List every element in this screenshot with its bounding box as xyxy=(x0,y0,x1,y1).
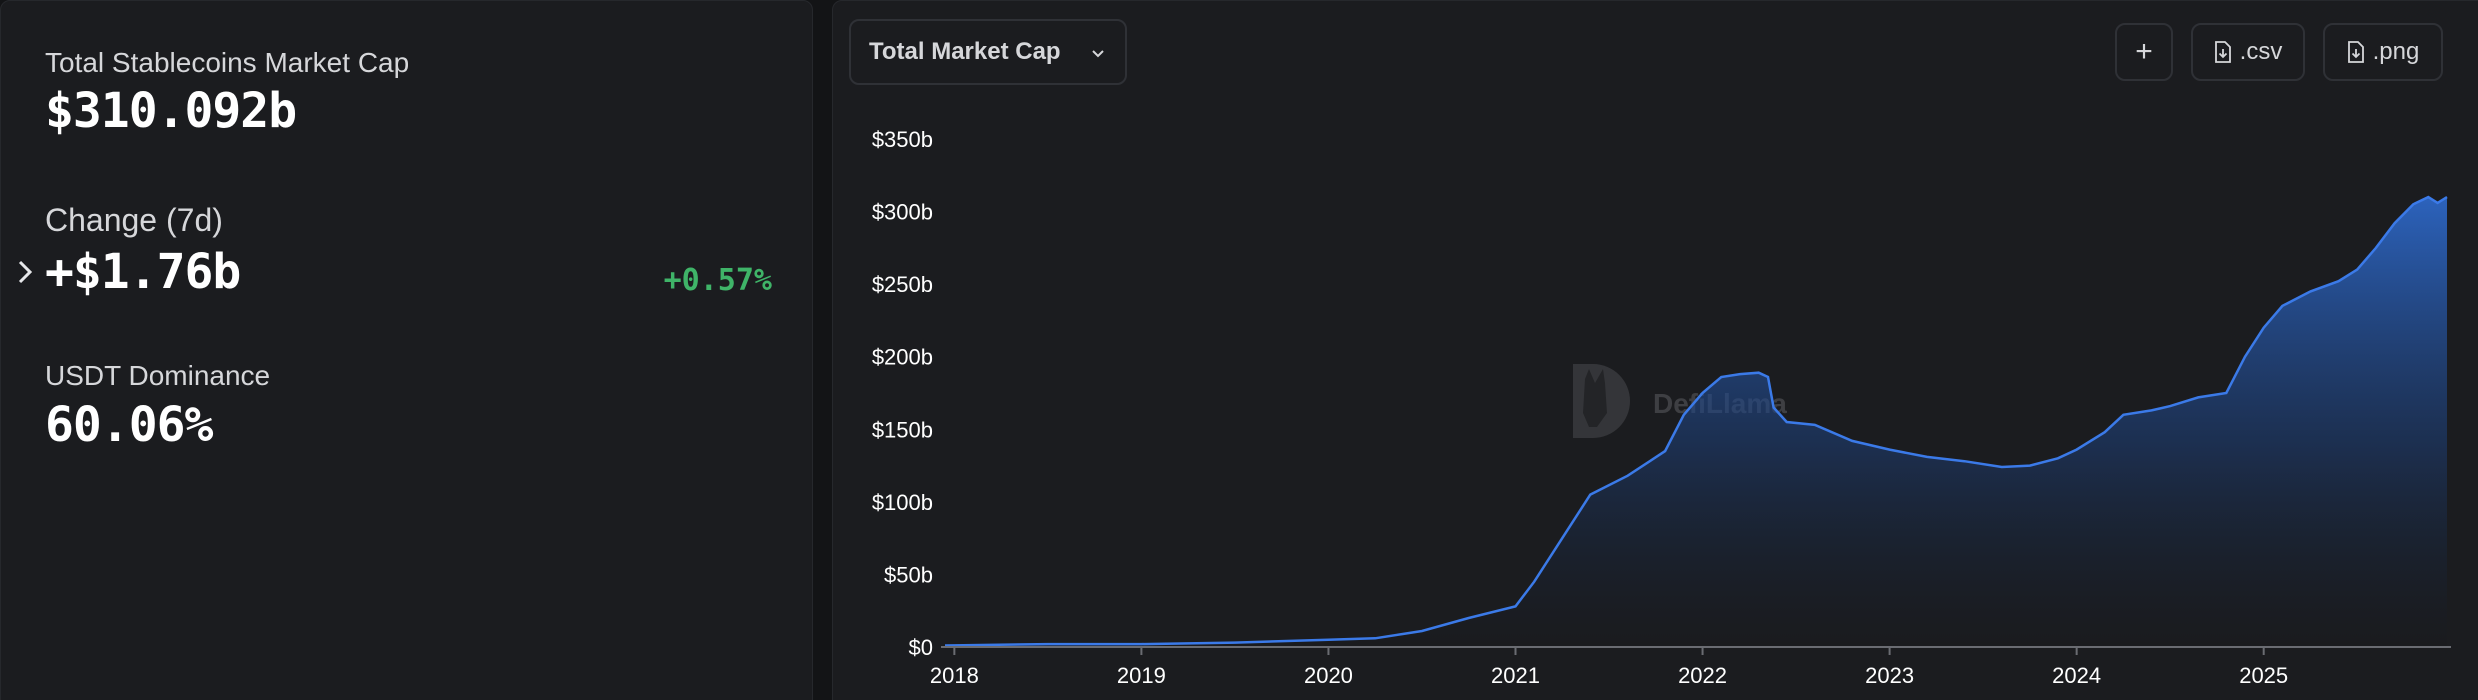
add-series-button[interactable]: + xyxy=(2115,23,2173,81)
download-csv-button[interactable]: .csv xyxy=(2191,23,2305,81)
change-7d-value: +$1.76b xyxy=(45,244,241,300)
market-cap-chart[interactable]: DefiLlama $0$50b$100b$150b$200b$250b$300… xyxy=(833,1,2478,700)
y-tick-label: $250b xyxy=(872,272,933,297)
x-tick-label: 2018 xyxy=(930,663,979,688)
csv-label: .csv xyxy=(2239,38,2283,65)
y-tick-label: $200b xyxy=(872,345,933,370)
x-tick-label: 2024 xyxy=(2052,663,2101,688)
x-tick-label: 2021 xyxy=(1491,663,1540,688)
usdt-dominance-label: USDT Dominance xyxy=(45,360,271,391)
y-tick-label: $50b xyxy=(884,562,933,587)
x-tick-label: 2019 xyxy=(1117,663,1166,688)
y-tick-label: $100b xyxy=(872,490,933,515)
chevron-right-icon[interactable] xyxy=(13,256,39,288)
download-file-icon xyxy=(2347,41,2364,63)
y-tick-label: $0 xyxy=(909,635,933,660)
download-png-button[interactable]: .png xyxy=(2323,23,2443,81)
x-tick-label: 2020 xyxy=(1304,663,1353,688)
market-cap-area xyxy=(945,197,2447,647)
x-tick-label: 2023 xyxy=(1865,663,1914,688)
png-label: .png xyxy=(2372,38,2420,65)
plus-icon: + xyxy=(2135,35,2153,68)
download-file-icon xyxy=(2214,41,2231,63)
usdt-dominance-value: 60.06% xyxy=(45,397,213,453)
market-cap-line xyxy=(944,195,2448,647)
change-7d-percent: +0.57% xyxy=(663,263,772,298)
y-tick-label: $300b xyxy=(872,200,933,225)
metric-select[interactable]: Total Market Cap xyxy=(849,19,1127,85)
y-tick-label: $350b xyxy=(872,127,933,152)
total-market-cap-value: $310.092b xyxy=(45,83,297,139)
y-tick-label: $150b xyxy=(872,417,933,442)
total-market-cap-label: Total Stablecoins Market Cap xyxy=(45,47,410,78)
x-tick-label: 2022 xyxy=(1678,663,1727,688)
change-7d-label: Change (7d) xyxy=(45,202,223,238)
metric-select-label: Total Market Cap xyxy=(869,38,1061,65)
chevron-down-icon xyxy=(1092,50,1104,58)
chart-panel: DefiLlama $0$50b$100b$150b$200b$250b$300… xyxy=(832,0,2478,700)
stats-panel: Total Stablecoins Market Cap $310.092b C… xyxy=(0,0,813,700)
x-tick-label: 2025 xyxy=(2239,663,2288,688)
llama-logo-icon xyxy=(1573,364,1630,438)
